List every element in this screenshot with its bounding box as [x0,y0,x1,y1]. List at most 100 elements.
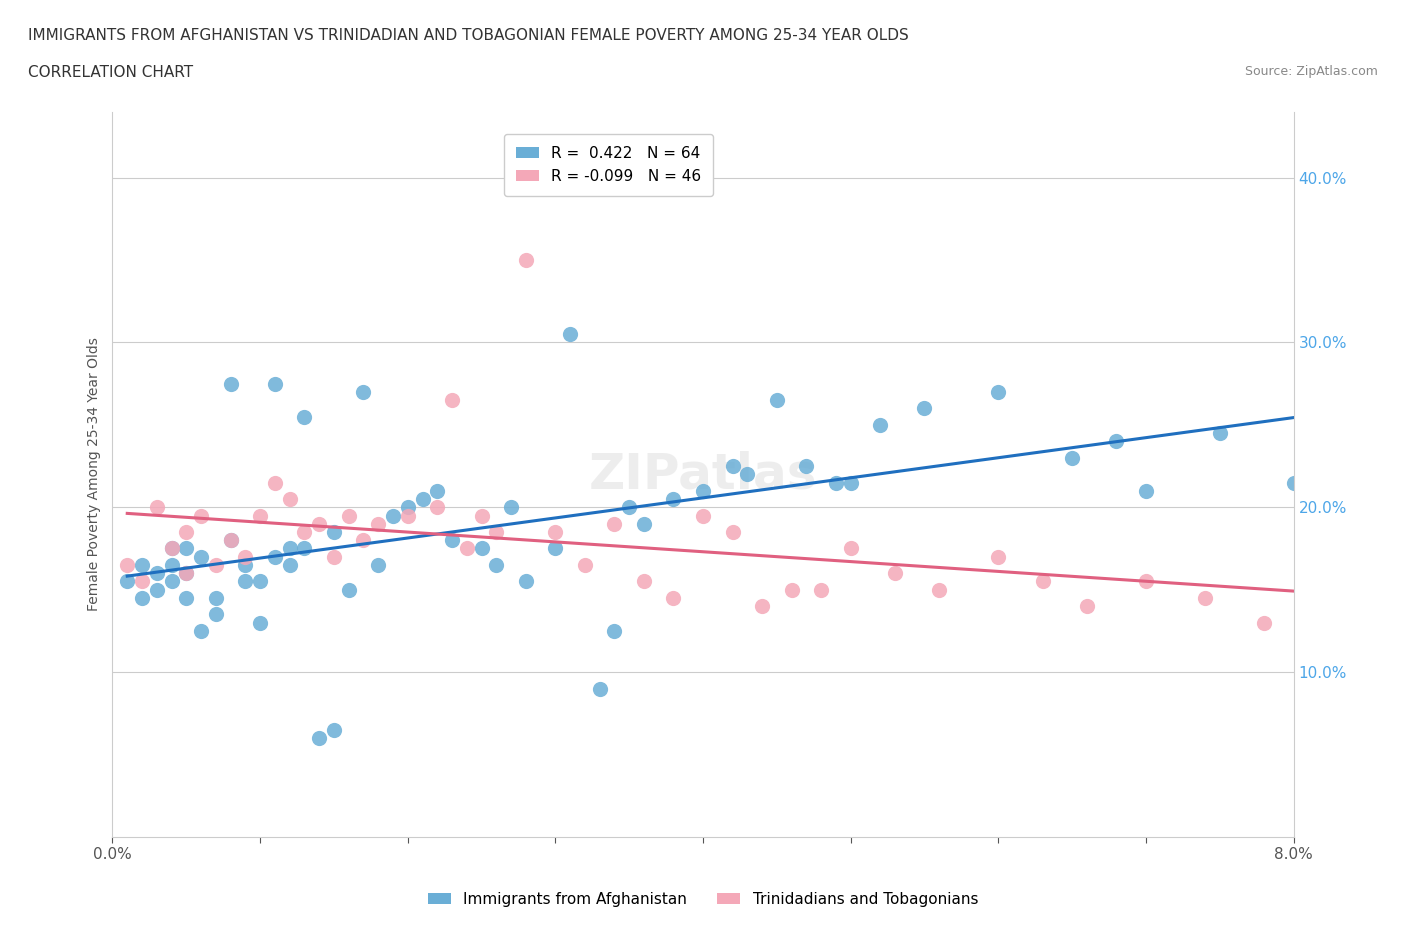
Point [219,533,242,548]
Point [603,623,626,638]
Point [131,574,153,589]
Point [456,541,478,556]
Point [190,508,212,523]
Point [441,533,464,548]
Point [544,541,567,556]
Point [174,591,197,605]
Point [662,492,685,507]
Point [117,558,138,573]
Point [928,582,950,597]
Point [884,565,907,580]
Point [662,591,685,605]
Point [692,508,714,523]
Point [987,384,1010,399]
Point [205,607,228,622]
Point [692,484,714,498]
Point [205,558,228,573]
Point [574,558,596,573]
Point [174,525,197,539]
Legend: Immigrants from Afghanistan, Trinidadians and Tobagonians: Immigrants from Afghanistan, Trinidadian… [422,886,984,913]
Point [765,392,787,407]
Legend: R =  0.422   N = 64, R = -0.099   N = 46: R = 0.422 N = 64, R = -0.099 N = 46 [503,134,713,196]
Point [839,475,862,490]
Point [292,409,315,424]
Point [160,541,183,556]
Point [515,253,537,268]
Text: CORRELATION CHART: CORRELATION CHART [28,65,193,80]
Point [544,525,567,539]
Point [1105,434,1128,449]
Point [233,550,256,565]
Text: Source: ZipAtlas.com: Source: ZipAtlas.com [1244,65,1378,78]
Point [396,508,419,523]
Point [352,533,374,548]
Point [264,475,287,490]
Point [249,574,271,589]
Point [603,516,626,531]
Point [1208,426,1232,441]
Point [174,565,197,580]
Point [824,475,846,490]
Point [751,599,773,614]
Point [308,516,330,531]
Point [721,458,744,473]
Text: IMMIGRANTS FROM AFGHANISTAN VS TRINIDADIAN AND TOBAGONIAN FEMALE POVERTY AMONG 2: IMMIGRANTS FROM AFGHANISTAN VS TRINIDADI… [28,28,908,43]
Point [337,582,360,597]
Point [721,525,744,539]
Point [914,401,936,416]
Point [1135,574,1157,589]
Point [219,533,242,548]
Point [633,574,655,589]
Point [323,550,346,565]
Point [278,492,301,507]
Point [131,591,153,605]
Point [146,499,169,514]
Point [337,508,360,523]
Point [412,492,434,507]
Point [796,458,818,473]
Point [501,499,523,514]
Point [292,525,315,539]
Point [485,558,508,573]
Point [278,541,301,556]
Point [190,623,212,638]
Point [264,550,287,565]
Point [987,550,1010,565]
Point [426,499,449,514]
Point [323,723,346,737]
Point [737,467,759,482]
Point [146,582,169,597]
Point [396,499,419,514]
Point [1062,450,1084,465]
Point [117,574,138,589]
Point [205,591,228,605]
Point [588,681,610,696]
Point [352,384,374,399]
Point [780,582,803,597]
Point [869,418,891,432]
Point [146,565,169,580]
Point [441,392,464,407]
Point [1076,599,1098,614]
Point [367,558,389,573]
Point [471,508,494,523]
Point [174,565,197,580]
Point [190,550,212,565]
Point [264,377,287,392]
Point [839,541,862,556]
Point [292,541,315,556]
Point [249,616,271,631]
Point [367,516,389,531]
Point [131,558,153,573]
Point [160,541,183,556]
Point [160,558,183,573]
Point [323,525,346,539]
Point [1282,475,1305,490]
Point [485,525,508,539]
Y-axis label: Female Poverty Among 25-34 Year Olds: Female Poverty Among 25-34 Year Olds [87,338,101,611]
Point [426,484,449,498]
Point [278,558,301,573]
Point [308,731,330,746]
Point [1253,616,1275,631]
Point [471,541,494,556]
